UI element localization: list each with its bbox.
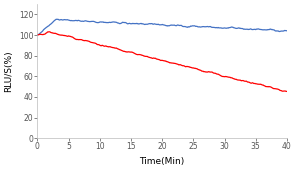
X-axis label: Time(Min): Time(Min) <box>139 157 185 166</box>
Y-axis label: RLU/S(%): RLU/S(%) <box>4 50 13 92</box>
